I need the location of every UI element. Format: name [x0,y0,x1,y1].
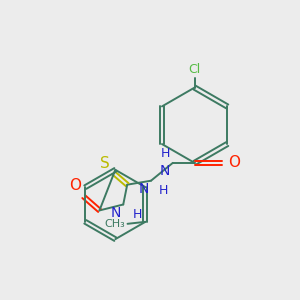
Text: S: S [100,156,110,171]
Text: O: O [228,155,240,170]
Text: H: H [159,184,168,197]
Text: O: O [69,178,81,193]
Text: N: N [111,206,121,220]
Text: N: N [139,182,149,196]
Text: H: H [133,208,142,221]
Text: N: N [159,164,170,178]
Text: H: H [160,147,170,160]
Text: CH₃: CH₃ [105,219,125,229]
Text: Cl: Cl [188,63,201,76]
